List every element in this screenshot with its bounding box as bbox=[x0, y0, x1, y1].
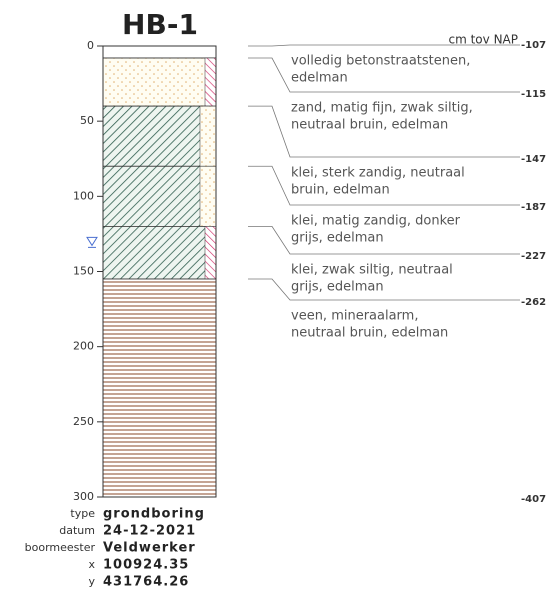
layer-description: neutraal bruin, edelman bbox=[291, 326, 448, 341]
layer-description: zand, matig fijn, zwak siltig, bbox=[291, 101, 473, 116]
info-label: datum bbox=[59, 524, 95, 537]
depth-tick-label: 300 bbox=[73, 490, 94, 503]
soil-layer bbox=[102, 57, 217, 107]
layer-description: klei, matig zandig, donker bbox=[291, 214, 461, 229]
depth-tick-label: 200 bbox=[73, 340, 94, 353]
soil-layer bbox=[102, 105, 217, 167]
layer-description: edelman bbox=[291, 71, 348, 86]
title: HB-1 bbox=[122, 8, 198, 41]
leader-line bbox=[248, 57, 520, 93]
layer-description: klei, sterk zandig, neutraal bbox=[291, 166, 465, 181]
nap-level: -262 bbox=[521, 297, 546, 308]
leader-line bbox=[248, 278, 520, 301]
depth-tick-label: 150 bbox=[73, 265, 94, 278]
info-value: 24-12-2021 bbox=[103, 524, 196, 539]
layer-description: veen, mineraalarm, bbox=[291, 309, 418, 324]
nap-level: -227 bbox=[521, 251, 546, 262]
info-label: y bbox=[88, 575, 95, 588]
soil-layer bbox=[102, 45, 217, 59]
leader-line bbox=[248, 165, 520, 206]
info-label: x bbox=[88, 558, 95, 571]
layer-strip bbox=[204, 57, 217, 107]
info-value: 100924.35 bbox=[103, 558, 189, 573]
nap-level: -407 bbox=[521, 494, 546, 505]
soil-layer bbox=[102, 278, 217, 498]
depth-tick-label: 100 bbox=[73, 189, 94, 202]
layer-description: grijs, edelman bbox=[291, 280, 384, 295]
nap-level: -115 bbox=[521, 89, 546, 100]
info-value: Veldwerker bbox=[103, 541, 196, 556]
leader-line bbox=[248, 105, 520, 158]
soil-layer bbox=[102, 225, 217, 280]
depth-tick-label: 50 bbox=[80, 114, 94, 127]
nap-level: -147 bbox=[521, 154, 546, 165]
nap-level: -107 bbox=[521, 40, 546, 51]
depth-tick-label: 0 bbox=[87, 39, 94, 52]
info-label: type bbox=[70, 507, 95, 520]
layer-strip bbox=[199, 105, 217, 167]
layer-description: neutraal bruin, edelman bbox=[291, 118, 448, 133]
leader-line bbox=[248, 44, 520, 47]
leader-line bbox=[248, 225, 520, 255]
info-value: 431764.26 bbox=[103, 575, 189, 590]
layer-strip bbox=[204, 226, 217, 280]
info-value: grondboring bbox=[103, 507, 205, 522]
layer-strip bbox=[199, 166, 217, 227]
nap-level: -187 bbox=[521, 202, 546, 213]
layer-description: volledig betonstraatstenen, bbox=[291, 54, 470, 69]
soil-layer bbox=[102, 165, 217, 227]
depth-tick-label: 250 bbox=[73, 415, 94, 428]
layer-description: klei, zwak siltig, neutraal bbox=[291, 263, 453, 278]
unit: cm tov NAP bbox=[449, 33, 519, 47]
layer-description: grijs, edelman bbox=[291, 231, 384, 246]
groundwater-marker bbox=[86, 236, 98, 248]
info-label: boormeester bbox=[25, 541, 96, 554]
layer-description: bruin, edelman bbox=[291, 183, 390, 198]
